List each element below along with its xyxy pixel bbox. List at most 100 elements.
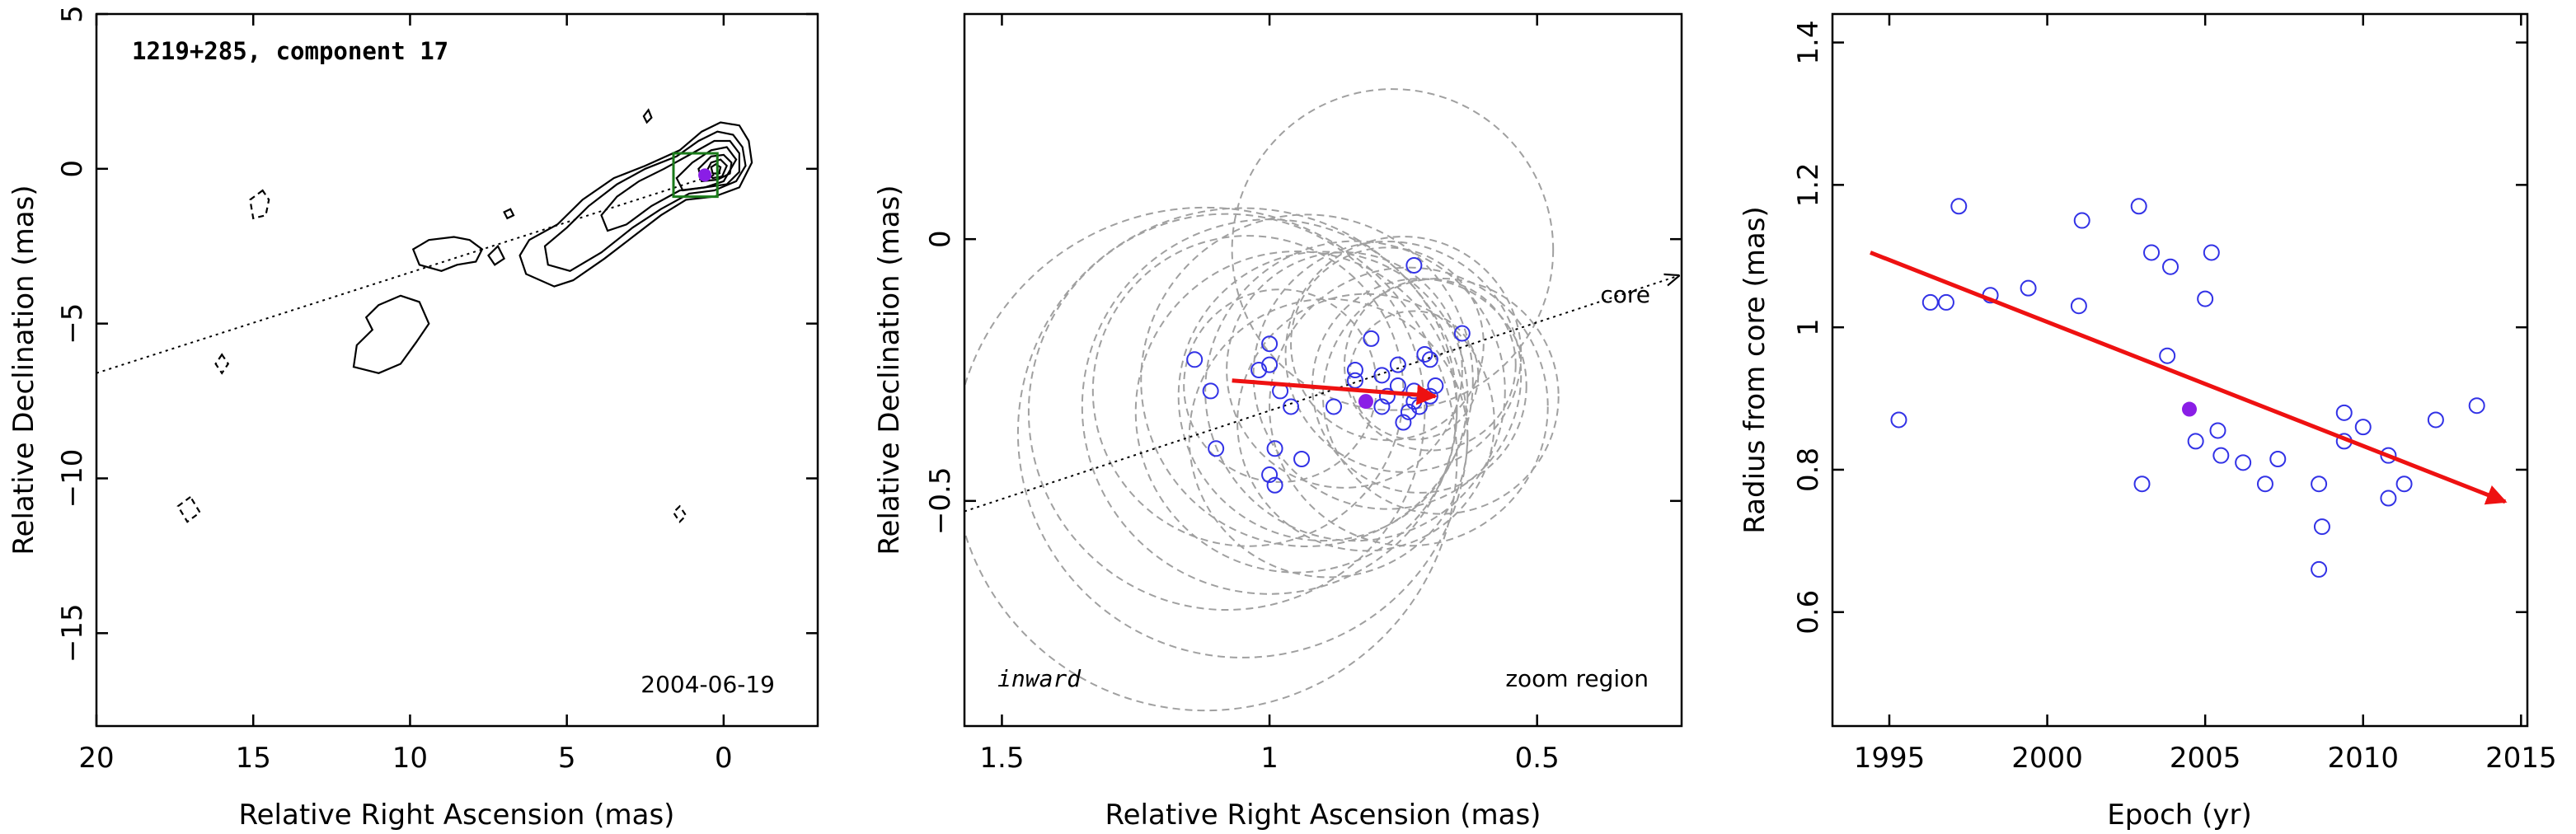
radius-point [2073,212,2090,229]
component-position [1261,466,1279,484]
inward-label: inward [997,665,1082,692]
x-tick-label: 1.5 [979,742,1024,775]
y-tick-label: 5 [56,5,89,23]
radius-point [2311,560,2328,578]
contour-line [352,294,430,374]
contour-line [487,244,506,266]
x-axis-label: Epoch (yr) [2107,799,2252,832]
radius-point [2380,490,2397,507]
contour-line [543,130,747,272]
radius-point [1890,411,1907,429]
fit-circle [1188,298,1469,579]
component-position [1400,403,1417,420]
radius-point [2209,422,2226,439]
radial-motion-fit [1870,251,2508,505]
component-position [1202,382,1219,400]
x-tick-label: 5 [558,742,576,775]
zoom-plot-area [964,88,1678,712]
component-position [1283,398,1300,415]
y-tick-label: 1.4 [1792,21,1825,65]
radius-point [2197,290,2214,307]
component-position [1266,476,1283,494]
date-label: 2004-06-19 [640,671,775,698]
component-position [1373,367,1391,384]
contour-line [411,236,484,272]
radius-point [2256,476,2273,493]
fit-circle [1269,266,1549,547]
fit-circle [1236,293,1495,552]
x-tick-label: 2010 [2327,742,2399,775]
contour-line [710,162,722,175]
contour-plot-area [96,108,753,523]
component-position [1261,356,1279,373]
y-tick-label: −5 [56,303,89,344]
component-position [1208,440,1225,457]
component-position [1346,372,1363,389]
fit-circle [1349,310,1480,441]
contour-line [600,139,740,232]
radius-point [2212,447,2230,464]
contour-map-panel: 20 15 10 5 0 5 0 −5 −10 −15 1219+285, component 1… [7,5,819,832]
radius-point [2203,244,2220,261]
component-position [1261,335,1279,353]
contour-line [642,108,653,124]
negative-contour [214,353,230,375]
fit-circle [1231,88,1555,411]
x-axis-label: Relative Right Ascension (mas) [239,799,675,832]
motion-vector [1232,378,1438,405]
radius-point [2395,476,2413,493]
y-tick-label: −0.5 [924,467,957,536]
radius-point [2269,451,2287,467]
fit-circle [1226,251,1463,489]
x-tick-label: 2005 [2170,742,2241,775]
component-position [1421,351,1438,368]
radius-point [1937,293,1954,311]
chart-title: 1219+285, component 17 [132,37,448,65]
fit-circle [1183,288,1377,483]
x-tick-label: 2000 [2011,742,2083,775]
radius-point [2133,476,2151,493]
radius-point [2468,397,2485,415]
component-position [1453,325,1471,342]
negative-contour [249,189,270,220]
plot-frame [95,12,819,728]
radius-vs-epoch-panel: 1995 2000 2005 2010 2015 0.6 0.8 1 1.2 1.4 Epoch … [1738,12,2557,832]
component-position [1389,356,1406,373]
y-tick-label: 0 [924,230,957,248]
x-tick-label: 0 [715,742,733,775]
x-tick-label: 0.5 [1515,742,1560,775]
radius-point [1950,198,1968,215]
fit-circle [1343,278,1517,452]
y-tick-label: 0 [56,160,89,178]
component-position [1250,362,1268,378]
x-tick-label: 10 [392,742,428,775]
radius-point [2070,298,2087,315]
fit-circle [1091,235,1405,547]
fit-circle [964,206,1458,712]
negative-contour [176,495,201,523]
radius-point [2020,279,2037,297]
core-direction-line [96,171,725,374]
x-tick-label: 1995 [1854,742,1926,775]
radius-point [2380,447,2397,464]
radius-point [2130,198,2147,215]
y-axis-label: Relative Declination (mas) [7,185,40,555]
component-position [1395,414,1412,431]
current-epoch-point [2181,401,2197,417]
y-tick-label: 1 [1792,318,1825,336]
plot-frame [963,12,1683,728]
contour-line [503,208,515,220]
component-position [1416,345,1433,363]
zoom-box [672,152,719,199]
component-position [1373,398,1391,415]
radius-point [2162,258,2180,275]
x-tick-label: 15 [236,742,271,775]
y-axis-label: Relative Declination (mas) [873,185,906,555]
fit-circle [1284,236,1523,473]
radius-point [2427,411,2444,429]
fit-circle [1322,277,1560,515]
component-position [1266,440,1283,457]
x-axis-label: Relative Right Ascension (mas) [1105,799,1541,832]
fit-circle [1140,213,1474,547]
